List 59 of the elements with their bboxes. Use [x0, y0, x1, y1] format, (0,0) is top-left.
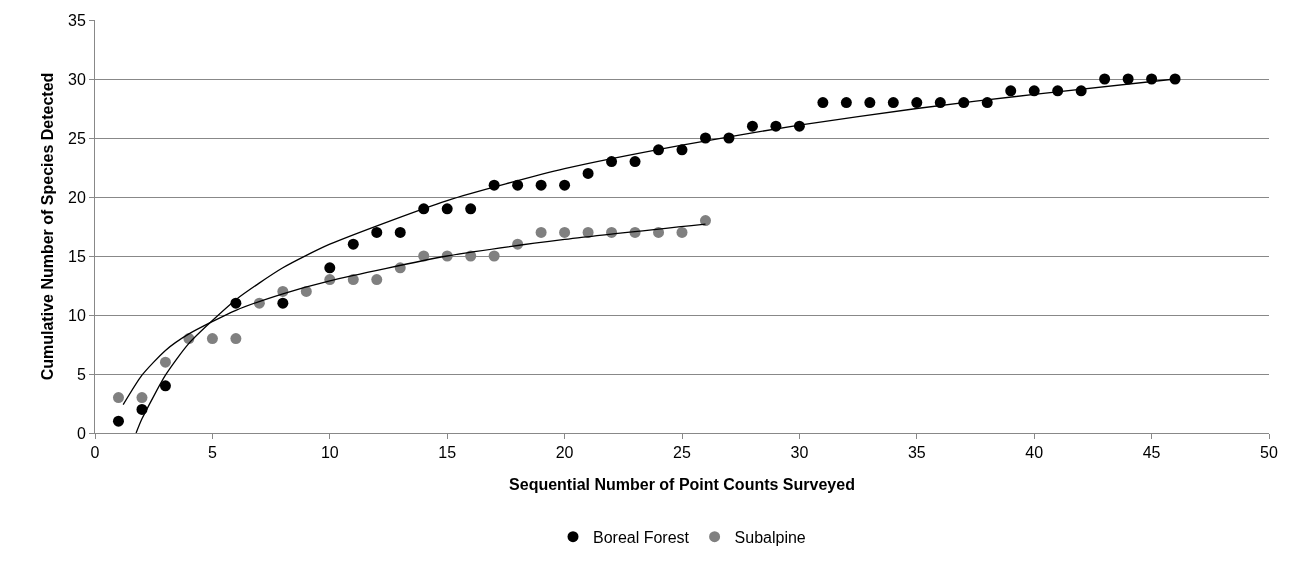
point	[465, 203, 477, 215]
legend-label: Boreal Forest	[593, 528, 690, 546]
legend-label: Subalpine	[734, 528, 806, 546]
point	[629, 156, 641, 168]
x-axis-title: Sequential Number of Point Counts Surveyed	[509, 475, 855, 493]
x-tick-label: 25	[673, 444, 691, 462]
y-tick-label: 5	[76, 365, 86, 383]
point	[699, 215, 711, 227]
point	[535, 179, 547, 191]
point	[817, 97, 829, 109]
x-tick-label: 0	[90, 444, 100, 462]
point	[371, 274, 383, 286]
y-tick-label: 20	[68, 188, 86, 206]
x-tick-label: 50	[1260, 444, 1278, 462]
y-tick-label: 35	[68, 11, 86, 29]
point	[887, 97, 899, 109]
point	[347, 238, 359, 250]
point	[112, 415, 124, 427]
point	[676, 226, 688, 238]
y-axis-title: Cumulative Number of Species Detected	[38, 72, 56, 381]
point	[488, 250, 500, 262]
point	[840, 97, 852, 109]
point	[324, 262, 336, 274]
point	[394, 226, 406, 238]
x-tick-label: 5	[207, 444, 217, 462]
x-tick-label: 40	[1025, 444, 1044, 462]
point	[371, 226, 383, 238]
y-tick-label: 30	[68, 70, 86, 88]
point	[606, 156, 618, 168]
point	[159, 380, 171, 392]
x-tick-label: 15	[438, 444, 457, 462]
y-tick-label: 0	[76, 424, 86, 442]
y-tick-label: 10	[68, 306, 86, 324]
x-tick-label: 30	[790, 444, 809, 462]
point	[559, 179, 571, 191]
x-tick-label: 20	[555, 444, 574, 462]
point	[535, 226, 547, 238]
x-tick-label: 35	[907, 444, 926, 462]
y-tick-label: 15	[68, 247, 86, 265]
point	[277, 297, 289, 309]
y-tick-label: 25	[68, 129, 86, 147]
x-tick-label: 45	[1142, 444, 1161, 462]
point	[1005, 85, 1017, 97]
point	[1099, 73, 1111, 85]
point	[582, 167, 594, 179]
point	[206, 333, 218, 345]
point	[112, 392, 124, 404]
point	[559, 226, 571, 238]
point	[159, 356, 171, 368]
x-tick-label: 10	[320, 444, 339, 462]
point	[136, 392, 148, 404]
point	[746, 120, 758, 132]
point	[230, 333, 242, 345]
point	[1122, 73, 1134, 85]
point	[512, 179, 524, 191]
point	[864, 97, 876, 109]
point	[911, 97, 923, 109]
point	[300, 285, 312, 297]
point	[441, 203, 453, 215]
